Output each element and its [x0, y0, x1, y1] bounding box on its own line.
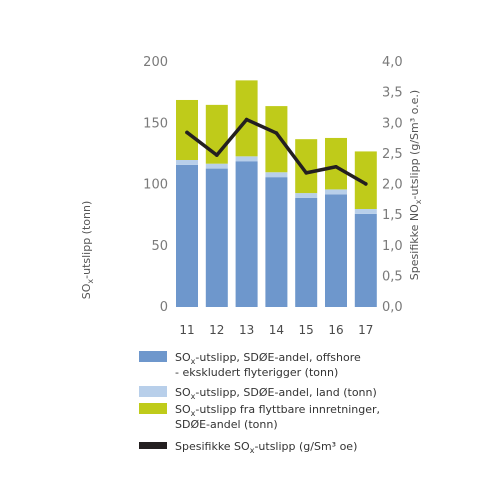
bar-segment-2 — [235, 156, 258, 162]
line-point — [185, 130, 189, 135]
legend-label-line2: SDØE-andel (tonn) — [175, 418, 278, 431]
right-tick-label: 3,0 — [382, 116, 403, 131]
legend-swatch-1 — [139, 351, 167, 362]
bar-segment-3 — [176, 99, 198, 160]
legend-swatch-2 — [139, 386, 167, 397]
left-tick-label: 50 — [151, 239, 168, 254]
bar-segment-3 — [354, 151, 377, 209]
y-axis-left-title-rest: -utslipp (tonn) — [80, 201, 93, 279]
legend-label-rest: -utslipp fra flyttbare innretninger, — [195, 403, 380, 416]
legend-label-part: SO — [175, 403, 191, 416]
y-axis-left-title-part: SO — [80, 283, 93, 299]
bar-segment-2 — [354, 209, 377, 214]
legend-label-sub: x — [191, 357, 196, 366]
line-point — [364, 182, 368, 186]
x-tick-label: 15 — [299, 323, 314, 337]
left-tick-label: 0 — [160, 300, 168, 315]
bar-segment-2 — [205, 163, 228, 169]
legend-swatch-3 — [139, 403, 167, 414]
legend-swatch-4 — [139, 442, 167, 449]
y-axis-left-title: SOx-utslipp (tonn) — [80, 201, 95, 300]
legend-label-sub: x — [191, 409, 196, 418]
bar-segment-1 — [295, 197, 318, 307]
bar-segment-1 — [265, 177, 288, 307]
legend-label-rest: -utslipp, SDØE-andel, offshore — [195, 351, 361, 364]
line-point — [274, 131, 279, 135]
bar-segment-1 — [205, 168, 228, 307]
x-tick-label: 14 — [269, 323, 284, 337]
legend-label-2: SOx-utslipp, SDØE-andel, land (tonn) — [175, 386, 377, 401]
bar-segment-1 — [235, 161, 258, 307]
line-point — [304, 171, 309, 175]
right-tick-label: 2,0 — [382, 178, 403, 193]
bar-segment-1 — [354, 213, 377, 307]
line-point — [215, 153, 219, 157]
legend-label-sub: x — [250, 446, 255, 455]
y-axis-right-title-sub: x — [414, 199, 423, 204]
bar-segment-3 — [325, 137, 347, 190]
bar-segment-1 — [176, 164, 198, 307]
bar-segment-3 — [295, 139, 318, 194]
bar-segment-2 — [176, 160, 198, 165]
legend-label-3: SOx-utslipp fra flyttbare innretninger, — [175, 403, 380, 418]
x-tick-label: 17 — [358, 323, 373, 337]
legend-label-sub: x — [191, 392, 196, 401]
right-tick-label: 0,5 — [382, 269, 403, 284]
y-axis-right-title: Spesifikke NOx-utslipp (g/Sm³ o.e.) — [408, 90, 423, 280]
legend-label-rest: -utslipp (g/Sm³ oe) — [254, 440, 357, 453]
right-tick-label: 4,0 — [382, 55, 403, 70]
x-tick-label: 16 — [328, 323, 343, 337]
line-point — [244, 117, 249, 122]
line-point — [334, 164, 338, 169]
right-tick-label: 0,0 — [382, 300, 403, 315]
bar-segment-3 — [265, 106, 288, 173]
legend-label-1: SOx-utslipp, SDØE-andel, offshore — [175, 351, 361, 366]
left-tick-label: 200 — [143, 55, 168, 70]
legend-label-part: SO — [175, 386, 191, 399]
legend-label-part: Spesifikke SO — [175, 440, 250, 453]
legend-label-4: Spesifikke SOx-utslipp (g/Sm³ oe) — [175, 440, 357, 455]
right-tick-label: 1,5 — [382, 208, 403, 223]
legend-label-line2: - ekskludert flyterigger (tonn) — [175, 366, 338, 379]
y-axis-right-title-part: Spesifikke NO — [408, 204, 421, 280]
y-axis-left-title-sub: x — [86, 279, 95, 284]
bar-segment-2 — [325, 189, 347, 195]
right-tick-label: 3,5 — [382, 86, 403, 101]
y-axis-right-title-rest: -utslipp (g/Sm³ o.e.) — [408, 90, 421, 200]
left-tick-label: 150 — [143, 116, 168, 131]
x-tick-label: 11 — [179, 323, 194, 337]
bar-segment-2 — [295, 193, 318, 198]
x-tick-label: 13 — [239, 323, 254, 337]
x-tick-label: 12 — [209, 323, 224, 337]
bar-segment-1 — [325, 194, 347, 307]
right-tick-label: 1,0 — [382, 239, 403, 254]
bar-segment-2 — [265, 172, 288, 178]
legend-label-rest: -utslipp, SDØE-andel, land (tonn) — [195, 386, 376, 399]
left-tick-label: 100 — [143, 178, 168, 193]
legend-label-part: SO — [175, 351, 191, 364]
right-tick-label: 2,5 — [382, 147, 403, 162]
